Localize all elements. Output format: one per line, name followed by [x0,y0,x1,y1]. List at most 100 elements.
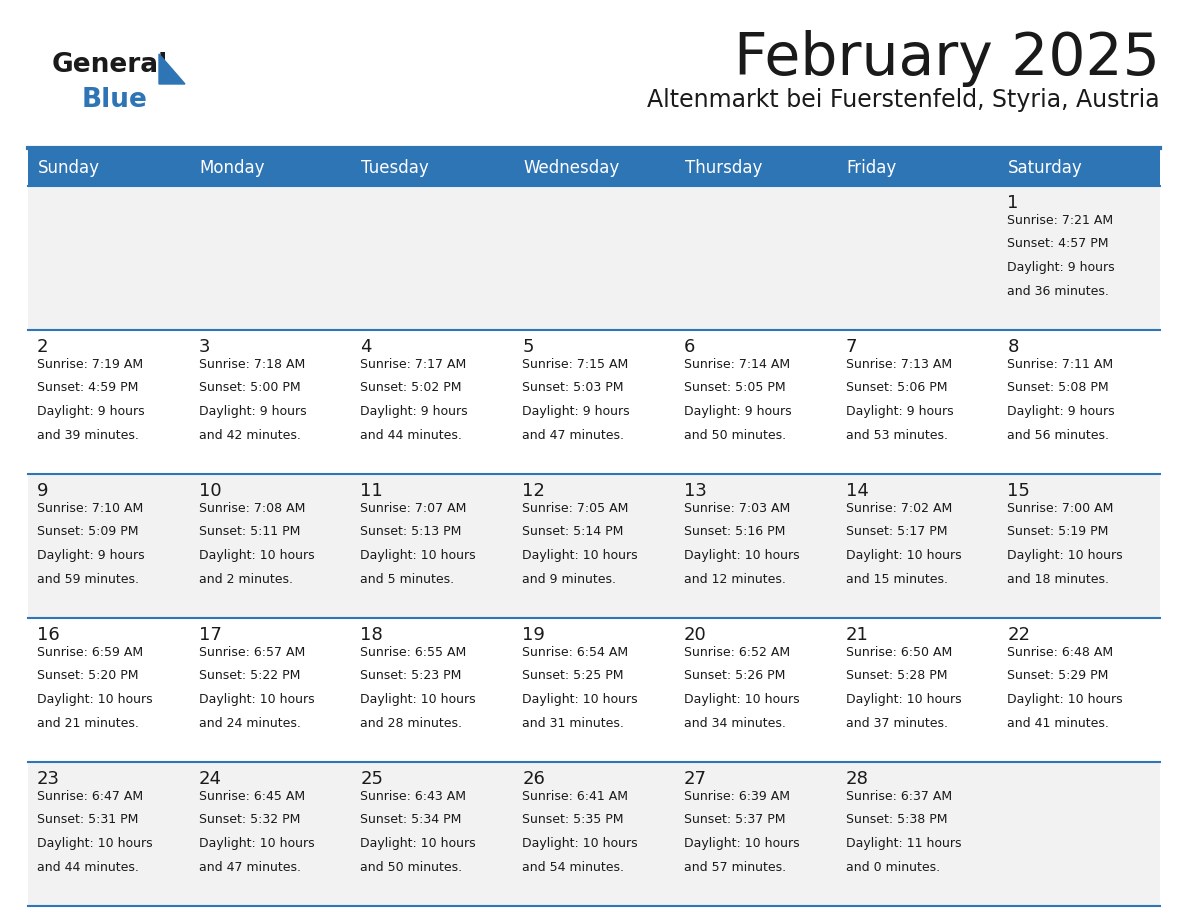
Text: 1: 1 [1007,194,1018,212]
Text: and 34 minutes.: and 34 minutes. [684,717,785,730]
Text: Sunrise: 6:59 AM: Sunrise: 6:59 AM [37,645,143,658]
Text: Daylight: 9 hours: Daylight: 9 hours [37,405,145,418]
Text: Daylight: 10 hours: Daylight: 10 hours [360,549,476,562]
Text: Sunrise: 7:02 AM: Sunrise: 7:02 AM [846,501,952,514]
Bar [29,618,1159,762]
Bar [29,474,1159,618]
Text: Daylight: 10 hours: Daylight: 10 hours [1007,693,1123,706]
Text: 10: 10 [198,482,221,500]
Text: Sunset: 5:35 PM: Sunset: 5:35 PM [523,813,624,826]
Text: Daylight: 10 hours: Daylight: 10 hours [523,549,638,562]
Text: Tuesday: Tuesday [361,159,429,177]
Text: 28: 28 [846,770,868,788]
Text: Daylight: 10 hours: Daylight: 10 hours [1007,549,1123,562]
Text: and 18 minutes.: and 18 minutes. [1007,573,1110,586]
Text: Sunset: 5:02 PM: Sunset: 5:02 PM [360,381,462,394]
Text: and 54 minutes.: and 54 minutes. [523,861,624,874]
Text: February 2025: February 2025 [734,30,1159,87]
Text: Daylight: 11 hours: Daylight: 11 hours [846,837,961,850]
Text: Sunset: 5:11 PM: Sunset: 5:11 PM [198,525,301,538]
Text: Sunset: 5:34 PM: Sunset: 5:34 PM [360,813,462,826]
Bar [513,150,675,186]
Text: Monday: Monday [200,159,265,177]
Text: Daylight: 9 hours: Daylight: 9 hours [684,405,791,418]
Text: Sunset: 5:00 PM: Sunset: 5:00 PM [198,381,301,394]
Text: Sunrise: 7:11 AM: Sunrise: 7:11 AM [1007,357,1113,371]
Text: Sunrise: 7:17 AM: Sunrise: 7:17 AM [360,357,467,371]
Text: Friday: Friday [847,159,897,177]
Text: Sunset: 5:03 PM: Sunset: 5:03 PM [523,381,624,394]
Text: Sunset: 5:28 PM: Sunset: 5:28 PM [846,669,947,682]
Text: 4: 4 [360,338,372,356]
Text: Sunrise: 6:48 AM: Sunrise: 6:48 AM [1007,645,1113,658]
Text: Sunrise: 6:52 AM: Sunrise: 6:52 AM [684,645,790,658]
Text: Daylight: 10 hours: Daylight: 10 hours [684,549,800,562]
Text: and 44 minutes.: and 44 minutes. [37,861,139,874]
Bar [29,330,1159,474]
Text: Sunrise: 7:10 AM: Sunrise: 7:10 AM [37,501,144,514]
Text: Sunrise: 6:50 AM: Sunrise: 6:50 AM [846,645,952,658]
Text: Sunset: 5:14 PM: Sunset: 5:14 PM [523,525,624,538]
Text: Daylight: 10 hours: Daylight: 10 hours [37,693,152,706]
Text: Sunrise: 6:39 AM: Sunrise: 6:39 AM [684,789,790,802]
Text: and 15 minutes.: and 15 minutes. [846,573,948,586]
Text: 27: 27 [684,770,707,788]
Text: Sunrise: 7:08 AM: Sunrise: 7:08 AM [198,501,305,514]
Text: Sunrise: 6:43 AM: Sunrise: 6:43 AM [360,789,467,802]
Text: 21: 21 [846,626,868,644]
Text: Sunset: 5:29 PM: Sunset: 5:29 PM [1007,669,1108,682]
Text: and 50 minutes.: and 50 minutes. [684,429,786,442]
Text: Sunday: Sunday [38,159,100,177]
Bar [675,150,836,186]
Text: Sunrise: 6:57 AM: Sunrise: 6:57 AM [198,645,305,658]
Text: Sunrise: 7:03 AM: Sunrise: 7:03 AM [684,501,790,514]
Text: and 42 minutes.: and 42 minutes. [198,429,301,442]
Text: 7: 7 [846,338,857,356]
Text: Daylight: 10 hours: Daylight: 10 hours [198,549,315,562]
Text: 14: 14 [846,482,868,500]
Text: Daylight: 10 hours: Daylight: 10 hours [523,693,638,706]
Text: 22: 22 [1007,626,1030,644]
Text: Sunrise: 7:19 AM: Sunrise: 7:19 AM [37,357,143,371]
Bar [190,150,352,186]
Bar [29,762,1159,906]
Text: Sunset: 4:57 PM: Sunset: 4:57 PM [1007,237,1108,251]
Text: Daylight: 10 hours: Daylight: 10 hours [360,693,476,706]
Text: 2: 2 [37,338,49,356]
Text: Sunset: 5:32 PM: Sunset: 5:32 PM [198,813,301,826]
Text: and 36 minutes.: and 36 minutes. [1007,285,1110,297]
Text: Sunset: 5:20 PM: Sunset: 5:20 PM [37,669,139,682]
Text: 16: 16 [37,626,59,644]
Text: 26: 26 [523,770,545,788]
Text: Sunrise: 6:45 AM: Sunrise: 6:45 AM [198,789,305,802]
Text: Wednesday: Wednesday [523,159,619,177]
Text: and 53 minutes.: and 53 minutes. [846,429,948,442]
Text: 23: 23 [37,770,61,788]
Bar [352,150,513,186]
Text: 12: 12 [523,482,545,500]
Text: Altenmarkt bei Fuerstenfeld, Styria, Austria: Altenmarkt bei Fuerstenfeld, Styria, Aus… [647,88,1159,112]
Text: Sunset: 5:19 PM: Sunset: 5:19 PM [1007,525,1108,538]
Text: 6: 6 [684,338,695,356]
Text: Daylight: 9 hours: Daylight: 9 hours [1007,261,1114,274]
Text: and 57 minutes.: and 57 minutes. [684,861,786,874]
Bar [29,186,1159,330]
Text: and 24 minutes.: and 24 minutes. [198,717,301,730]
Polygon shape [159,54,185,84]
Text: Sunrise: 7:21 AM: Sunrise: 7:21 AM [1007,214,1113,227]
Text: Sunset: 5:26 PM: Sunset: 5:26 PM [684,669,785,682]
Text: 13: 13 [684,482,707,500]
Text: and 39 minutes.: and 39 minutes. [37,429,139,442]
Text: Sunset: 5:25 PM: Sunset: 5:25 PM [523,669,624,682]
Text: 11: 11 [360,482,384,500]
Text: Sunset: 5:08 PM: Sunset: 5:08 PM [1007,381,1108,394]
Text: Sunset: 4:59 PM: Sunset: 4:59 PM [37,381,138,394]
Text: and 12 minutes.: and 12 minutes. [684,573,785,586]
Text: Sunset: 5:37 PM: Sunset: 5:37 PM [684,813,785,826]
Text: Daylight: 10 hours: Daylight: 10 hours [684,693,800,706]
Text: Daylight: 9 hours: Daylight: 9 hours [198,405,307,418]
Text: Sunset: 5:13 PM: Sunset: 5:13 PM [360,525,462,538]
Text: Daylight: 10 hours: Daylight: 10 hours [37,837,152,850]
Text: and 47 minutes.: and 47 minutes. [198,861,301,874]
Text: 3: 3 [198,338,210,356]
